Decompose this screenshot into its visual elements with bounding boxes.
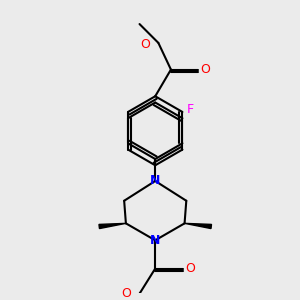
Text: F: F: [187, 103, 194, 116]
Text: N: N: [150, 234, 160, 247]
Text: O: O: [140, 38, 150, 52]
Polygon shape: [99, 224, 126, 229]
Text: O: O: [200, 63, 210, 76]
Text: O: O: [121, 287, 131, 300]
Text: N: N: [150, 175, 160, 188]
Text: O: O: [186, 262, 195, 275]
Polygon shape: [184, 224, 212, 229]
